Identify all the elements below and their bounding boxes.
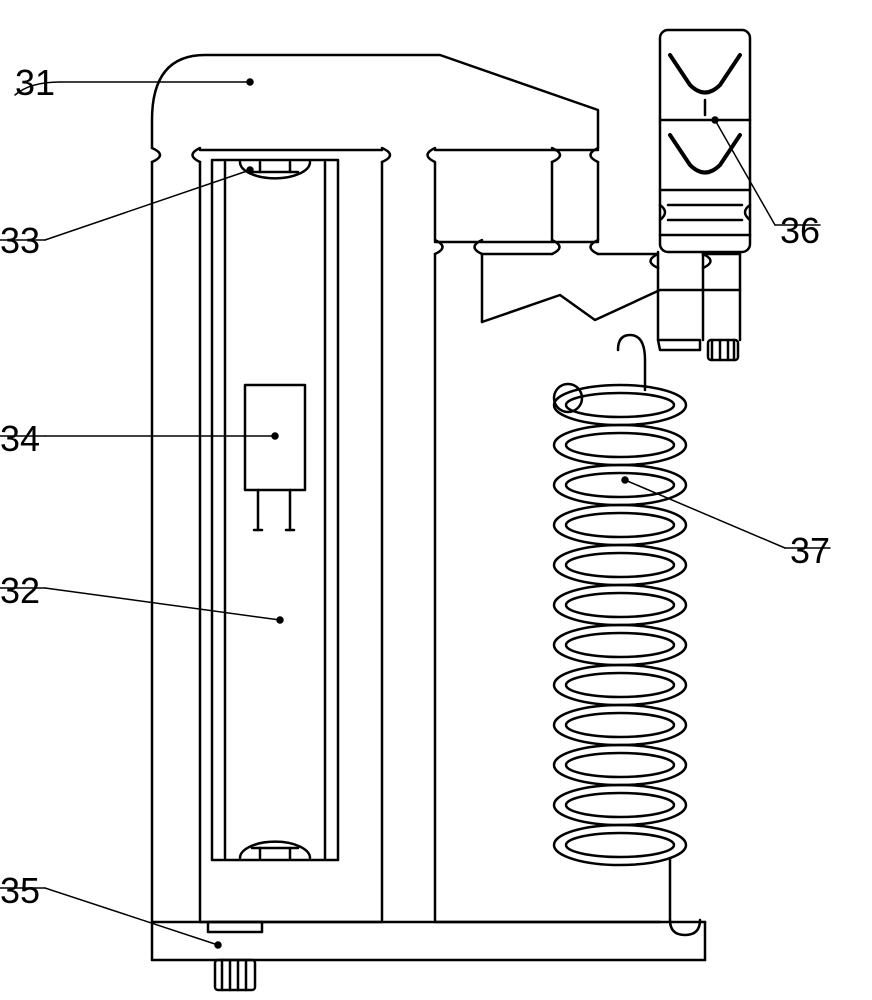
part-36-connector <box>660 30 750 252</box>
label-33: 33 <box>0 220 40 262</box>
callout-35 <box>45 888 218 945</box>
part-37-spring <box>554 335 700 935</box>
bottom-button <box>240 842 310 858</box>
part-32-tube <box>212 160 338 860</box>
label-35: 35 <box>0 870 40 912</box>
callout-lines <box>0 79 830 948</box>
technical-diagram <box>0 0 872 1000</box>
label-36: 36 <box>780 210 820 252</box>
label-34: 34 <box>0 418 40 460</box>
part-35-screw <box>208 922 262 990</box>
part-31-cap <box>152 55 598 148</box>
label-37: 37 <box>790 530 830 572</box>
label-31: 31 <box>15 62 55 104</box>
bottom-plate <box>152 922 705 960</box>
label-32: 32 <box>0 570 40 612</box>
callout-32 <box>45 588 280 620</box>
part-34-component <box>245 385 305 530</box>
callout-33 <box>45 170 250 240</box>
